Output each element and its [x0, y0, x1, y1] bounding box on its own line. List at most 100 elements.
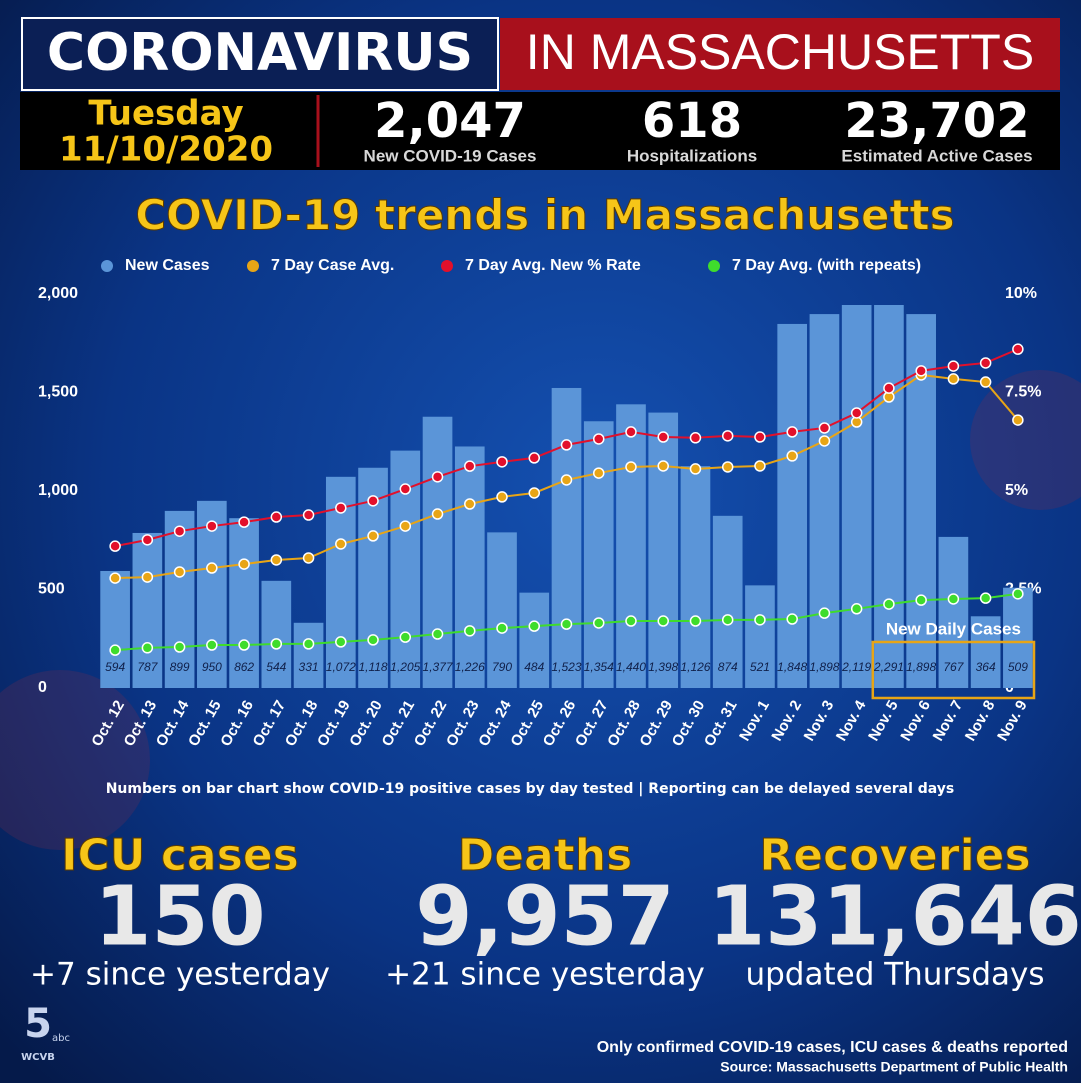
line-point: [496, 622, 508, 634]
line-point: [850, 603, 863, 615]
figure-label: Estimated Active Cases: [841, 146, 1032, 165]
line-point: [818, 435, 831, 447]
line-point: [528, 452, 541, 464]
bar-value-label: 874: [718, 660, 738, 674]
figure-label: Hospitalizations: [627, 146, 757, 165]
title-left-box: [21, 17, 499, 91]
line-point: [947, 360, 960, 372]
line-point: [367, 530, 379, 542]
line-point: [979, 357, 992, 369]
bar: [100, 570, 130, 688]
line-point: [238, 639, 250, 651]
bar: [454, 446, 485, 688]
line-point: [109, 540, 121, 552]
bar: [164, 510, 195, 688]
virus-decor: [0, 670, 150, 850]
bar-value-label: 1,398: [648, 660, 678, 674]
line-point: [754, 460, 766, 472]
line-point: [238, 516, 250, 528]
bar: [1003, 587, 1033, 688]
legend-label: 7 Day Avg. New % Rate: [465, 257, 641, 274]
line-point: [689, 463, 702, 475]
line-point: [270, 554, 283, 566]
y2-tick-label: 7.5%: [1005, 384, 1041, 401]
line-point: [270, 511, 283, 523]
line-point: [786, 426, 798, 438]
logo-network: abc: [52, 1033, 70, 1044]
line-point: [399, 631, 412, 643]
figure-value: 23,702: [844, 93, 1029, 149]
line-point: [850, 407, 863, 419]
figure-value: 2,047: [374, 93, 526, 149]
line-point: [431, 508, 444, 520]
bar: [712, 515, 743, 688]
figure-value: 618: [642, 93, 742, 149]
line-point: [335, 636, 347, 648]
virus-decor: [970, 370, 1081, 510]
line-point: [302, 509, 315, 521]
stat-value: 9,957: [415, 869, 674, 964]
footer-note: Only confirmed COVID-19 cases, ICU cases…: [597, 1039, 1068, 1056]
bar-value-label: 509: [1008, 660, 1028, 674]
bar-value-label: 2,291: [873, 660, 904, 674]
y-tick-label: 0: [38, 679, 47, 696]
stat-note: +21 since yesterday: [385, 957, 705, 993]
annotation-box: [871, 640, 1036, 700]
y-tick-label: 1,500: [38, 384, 78, 401]
logo-channel: 5: [24, 1001, 52, 1047]
line-point: [721, 430, 734, 442]
bar-value-label: 787: [137, 660, 158, 674]
line-point: [625, 461, 637, 473]
legend-swatch: [101, 260, 113, 272]
line-point: [399, 483, 412, 495]
bar-value-label: 1,118: [358, 660, 387, 674]
line-point: [109, 644, 121, 656]
bar-value-label: 1,377: [423, 660, 454, 674]
line-point: [464, 625, 476, 637]
bar-value-label: 594: [105, 660, 125, 674]
title-right-box: [500, 18, 1060, 90]
line-point: [1012, 414, 1024, 426]
line-point: [464, 498, 476, 510]
line-point: [173, 566, 186, 578]
bar-value-label: 1,072: [326, 660, 356, 674]
stat-note: updated Thursdays: [745, 957, 1044, 993]
bar-value-label: 1,440: [616, 660, 646, 674]
line-point: [592, 467, 605, 479]
bar-value-label: 767: [943, 660, 964, 674]
line-point: [689, 615, 702, 627]
line-point: [173, 641, 186, 653]
line-point: [657, 460, 669, 472]
line-point: [560, 474, 573, 486]
line-point: [754, 614, 766, 626]
line-point: [1012, 343, 1024, 355]
bar: [616, 404, 646, 688]
bar: [422, 416, 453, 688]
title-right: IN MASSACHUSETTS: [526, 24, 1034, 80]
bar: [261, 580, 292, 688]
stat-note: +7 since yesterday: [30, 957, 330, 993]
legend-swatch: [441, 260, 453, 272]
legend-swatch: [247, 260, 259, 272]
legend-label: New Cases: [125, 257, 210, 274]
bar-value-label: 521: [750, 660, 770, 674]
bar-value-label: 790: [492, 660, 512, 674]
bar-value-label: 2,119: [841, 660, 871, 674]
bar: [841, 305, 872, 688]
footnote: Numbers on bar chart show COVID-19 posit…: [106, 781, 955, 797]
bar: [874, 305, 904, 688]
bar-value-label: 862: [234, 660, 254, 674]
line-point: [528, 620, 541, 632]
legend-label: 7 Day Avg. (with repeats): [732, 257, 921, 274]
line-point: [399, 520, 412, 532]
stat-title: ICU cases: [61, 830, 299, 881]
bar: [583, 421, 614, 688]
bar: [487, 532, 517, 688]
bar-value-label: 544: [266, 660, 286, 674]
line-point: [625, 615, 637, 627]
line-point: [431, 471, 444, 483]
line-point: [206, 520, 218, 532]
